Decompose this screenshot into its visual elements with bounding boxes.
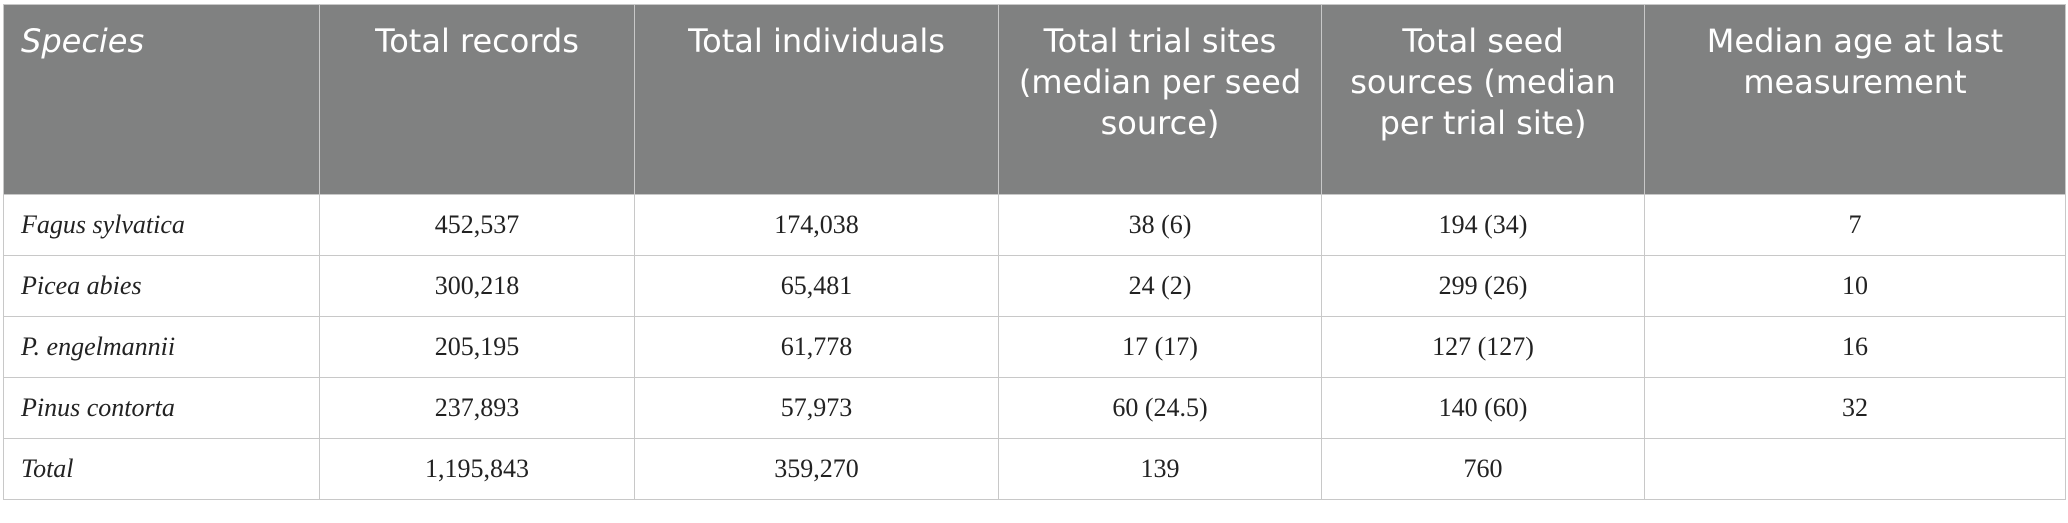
total-individuals-cell: 61,778 [634, 316, 999, 378]
header-species: Species [3, 4, 320, 195]
species-cell: Fagus sylvatica [3, 194, 320, 256]
species-data-table: Species Total records Total individuals … [3, 4, 2066, 500]
table-row: Pinus contorta 237,893 57,973 60 (24.5) … [3, 377, 2066, 439]
header-total-seed-sources: Total seed sources (median per trial sit… [1321, 4, 1645, 195]
table-row: Fagus sylvatica 452,537 174,038 38 (6) 1… [3, 194, 2066, 256]
total-row: Total 1,195,843 359,270 139 760 [3, 438, 2066, 500]
header-median-age: Median age at last measurement [1644, 4, 2066, 195]
median-age-cell: 32 [1644, 377, 2066, 439]
total-records-cell: 1,195,843 [319, 438, 635, 500]
seed-sources-cell: 194 (34) [1321, 194, 1645, 256]
total-records-cell: 205,195 [319, 316, 635, 378]
trial-sites-cell: 38 (6) [998, 194, 1322, 256]
table-header: Species Total records Total individuals … [3, 4, 2066, 195]
total-individuals-cell: 359,270 [634, 438, 999, 500]
seed-sources-cell: 127 (127) [1321, 316, 1645, 378]
median-age-cell: 16 [1644, 316, 2066, 378]
header-total-records: Total records [319, 4, 635, 195]
species-cell: Pinus contorta [3, 377, 320, 439]
species-cell: Picea abies [3, 255, 320, 317]
median-age-cell: 10 [1644, 255, 2066, 317]
total-records-cell: 237,893 [319, 377, 635, 439]
total-records-cell: 300,218 [319, 255, 635, 317]
trial-sites-cell: 60 (24.5) [998, 377, 1322, 439]
total-label-cell: Total [3, 438, 320, 500]
header-row: Species Total records Total individuals … [3, 4, 2066, 195]
table-body: Fagus sylvatica 452,537 174,038 38 (6) 1… [3, 194, 2066, 500]
total-individuals-cell: 65,481 [634, 255, 999, 317]
median-age-cell [1644, 438, 2066, 500]
total-individuals-cell: 57,973 [634, 377, 999, 439]
trial-sites-cell: 139 [998, 438, 1322, 500]
median-age-cell: 7 [1644, 194, 2066, 256]
total-individuals-cell: 174,038 [634, 194, 999, 256]
species-cell: P. engelmannii [3, 316, 320, 378]
trial-sites-cell: 24 (2) [998, 255, 1322, 317]
trial-sites-cell: 17 (17) [998, 316, 1322, 378]
table-row: P. engelmannii 205,195 61,778 17 (17) 12… [3, 316, 2066, 378]
seed-sources-cell: 299 (26) [1321, 255, 1645, 317]
header-total-trial-sites: Total trial sites (median per seed sourc… [998, 4, 1322, 195]
seed-sources-cell: 760 [1321, 438, 1645, 500]
total-records-cell: 452,537 [319, 194, 635, 256]
header-total-individuals: Total individuals [634, 4, 999, 195]
seed-sources-cell: 140 (60) [1321, 377, 1645, 439]
table-row: Picea abies 300,218 65,481 24 (2) 299 (2… [3, 255, 2066, 317]
